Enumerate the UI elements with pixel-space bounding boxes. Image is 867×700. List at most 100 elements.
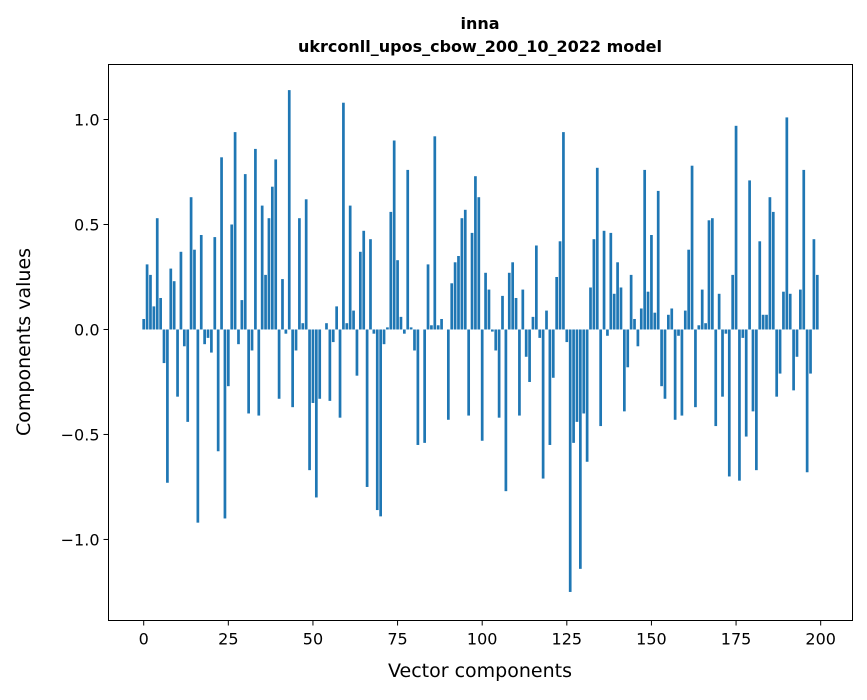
bar-65 xyxy=(362,231,365,330)
bar-178 xyxy=(745,329,748,436)
bar-43 xyxy=(288,90,291,329)
bar-84 xyxy=(427,264,430,329)
bar-50 xyxy=(312,329,315,402)
bar-161 xyxy=(687,250,690,330)
bar-149 xyxy=(647,292,650,330)
bar-157 xyxy=(674,329,677,419)
y-tick-label: −0.5 xyxy=(61,425,100,444)
bar-44 xyxy=(291,329,294,407)
bar-103 xyxy=(491,329,494,331)
bar-99 xyxy=(477,197,480,329)
bar-145 xyxy=(633,319,636,329)
x-tick-label: 150 xyxy=(636,630,667,649)
bar-196 xyxy=(806,329,809,472)
bar-180 xyxy=(752,329,755,411)
bar-102 xyxy=(488,290,491,330)
bar-187 xyxy=(775,329,778,396)
bar-172 xyxy=(725,329,728,333)
bar-91 xyxy=(450,283,453,329)
bar-135 xyxy=(599,329,602,426)
bar-155 xyxy=(667,315,670,330)
bar-3 xyxy=(153,306,156,329)
bar-77 xyxy=(403,329,406,333)
bar-76 xyxy=(400,317,403,330)
y-tick-label: 0.0 xyxy=(74,320,99,339)
bar-63 xyxy=(356,329,359,375)
bar-14 xyxy=(190,197,193,329)
bar-27 xyxy=(234,132,237,329)
bar-141 xyxy=(620,287,623,329)
bar-169 xyxy=(714,329,717,426)
bar-36 xyxy=(264,275,267,330)
y-tick-label: −1.0 xyxy=(61,530,100,549)
bar-49 xyxy=(308,329,311,470)
bar-88 xyxy=(440,319,443,329)
bar-83 xyxy=(423,329,426,442)
bar-55 xyxy=(329,329,332,400)
bar-59 xyxy=(342,103,345,330)
bar-6 xyxy=(163,329,166,363)
bar-11 xyxy=(180,252,183,330)
bar-159 xyxy=(681,329,684,415)
bar-12 xyxy=(183,329,186,346)
bar-189 xyxy=(782,292,785,330)
chart-title: inna xyxy=(460,14,499,33)
bar-8 xyxy=(169,269,172,330)
bar-147 xyxy=(640,308,643,329)
bar-195 xyxy=(802,170,805,330)
bar-1 xyxy=(146,264,149,329)
bar-146 xyxy=(637,329,640,346)
bar-129 xyxy=(579,329,582,568)
bar-92 xyxy=(454,262,457,329)
bar-57 xyxy=(335,306,338,329)
bar-163 xyxy=(694,329,697,407)
bar-87 xyxy=(437,325,440,329)
bar-184 xyxy=(765,315,768,330)
bar-182 xyxy=(758,241,761,329)
bar-171 xyxy=(721,329,724,396)
bar-78 xyxy=(406,170,409,330)
bar-41 xyxy=(281,279,284,329)
bar-16 xyxy=(197,329,200,522)
bar-112 xyxy=(521,290,524,330)
bar-72 xyxy=(386,327,389,329)
bar-152 xyxy=(657,191,660,330)
bar-31 xyxy=(247,329,250,413)
bar-40 xyxy=(278,329,281,398)
bar-51 xyxy=(315,329,318,497)
bar-116 xyxy=(535,245,538,329)
bar-28 xyxy=(237,329,240,344)
bar-69 xyxy=(376,329,379,510)
bar-137 xyxy=(606,329,609,335)
bar-15 xyxy=(193,250,196,330)
bar-9 xyxy=(173,281,176,329)
bar-100 xyxy=(481,329,484,440)
bar-122 xyxy=(555,277,558,329)
bar-181 xyxy=(755,329,758,470)
bar-74 xyxy=(393,141,396,330)
bar-29 xyxy=(241,300,244,329)
x-tick-label: 0 xyxy=(139,630,149,649)
x-tick-label: 25 xyxy=(218,630,238,649)
bar-45 xyxy=(295,329,298,350)
bar-140 xyxy=(616,262,619,329)
bar-35 xyxy=(261,206,264,330)
bar-193 xyxy=(796,329,799,356)
bar-191 xyxy=(789,294,792,330)
bar-125 xyxy=(565,329,568,342)
bar-188 xyxy=(779,329,782,373)
bar-121 xyxy=(552,329,555,377)
bar-162 xyxy=(691,166,694,330)
bar-151 xyxy=(653,313,656,330)
bar-24 xyxy=(224,329,227,518)
bar-94 xyxy=(461,218,464,329)
bar-127 xyxy=(572,329,575,442)
bar-48 xyxy=(305,199,308,329)
bar-93 xyxy=(457,256,460,329)
x-tick-label: 50 xyxy=(303,630,323,649)
bar-10 xyxy=(176,329,179,396)
bar-106 xyxy=(501,296,504,330)
bar-117 xyxy=(538,329,541,337)
